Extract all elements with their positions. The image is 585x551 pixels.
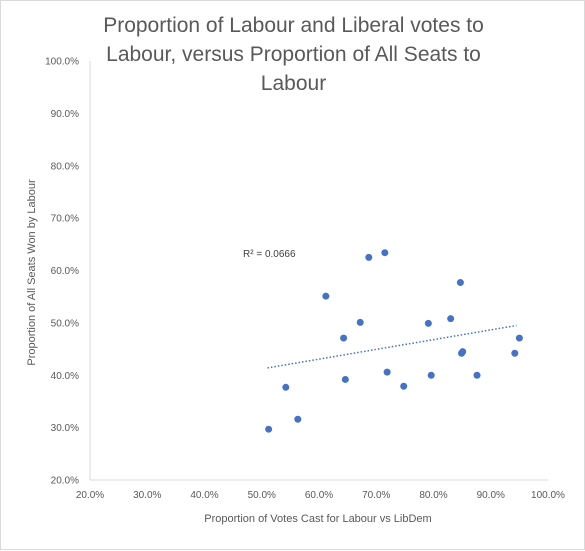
data-point [511,349,519,357]
y-tick-label: 50.0% [51,318,79,329]
chart-title: Proportion of Labour and Liberal votes t… [41,11,546,98]
data-point [294,415,302,423]
data-point [381,249,389,257]
y-tick-labels: 20.0% 30.0% 40.0% 50.0% 60.0% 70.0% 80.0% 90.0%… [45,57,79,487]
data-point [400,382,408,390]
x-tick-label: 40.0% [190,490,218,501]
x-tick-label: 60.0% [305,490,333,501]
data-point [341,375,349,383]
x-tick-label: 80.0% [419,490,447,501]
y-tick-label: 90.0% [51,109,79,120]
data-points [265,249,523,433]
y-tick-label: 60.0% [51,266,79,277]
x-tick-labels: 20.0% 30.0% 40.0% 50.0% 60.0% 70.0% 80.0% 90.0%… [76,490,565,501]
y-axis-label: Proportion of All Seats Won by Labour [26,179,38,366]
data-point [427,371,435,379]
y-tick-label: 20.0% [51,476,79,487]
x-axis-label: Proportion of Votes Cast for Labour vs L… [204,513,431,525]
chart-title-line-2: Labour, versus Proportion of All Seats t… [106,43,481,66]
y-tick-label: 30.0% [51,423,79,434]
y-tick-label: 100.0% [45,57,79,68]
x-tick-label: 20.0% [76,490,104,501]
data-point [515,334,523,342]
data-point [365,253,373,261]
x-tick-label: 30.0% [133,490,161,501]
x-tick-label: 50.0% [248,490,276,501]
x-tick-label: 90.0% [477,490,505,501]
data-point [383,368,391,376]
y-tick-label: 80.0% [51,161,79,172]
data-point [340,334,348,342]
data-point [473,371,481,379]
data-point [356,318,364,326]
axes [89,61,548,481]
chart-title-line-1: Proportion of Labour and Liberal votes t… [103,14,484,37]
x-tick-label: 100.0% [531,490,565,501]
chart-title-line-3: Labour [260,72,327,95]
y-tick-label: 70.0% [51,214,79,225]
x-tick-label: 70.0% [362,490,390,501]
data-point [456,279,464,287]
data-point [265,425,273,433]
r-squared-label: R² = 0.0666 [243,249,296,260]
data-point [459,348,467,356]
y-tick-label: 40.0% [51,371,79,382]
data-point [424,319,432,327]
data-point [322,292,330,300]
trendline [267,324,517,369]
data-point [447,315,455,323]
data-point [282,383,290,391]
